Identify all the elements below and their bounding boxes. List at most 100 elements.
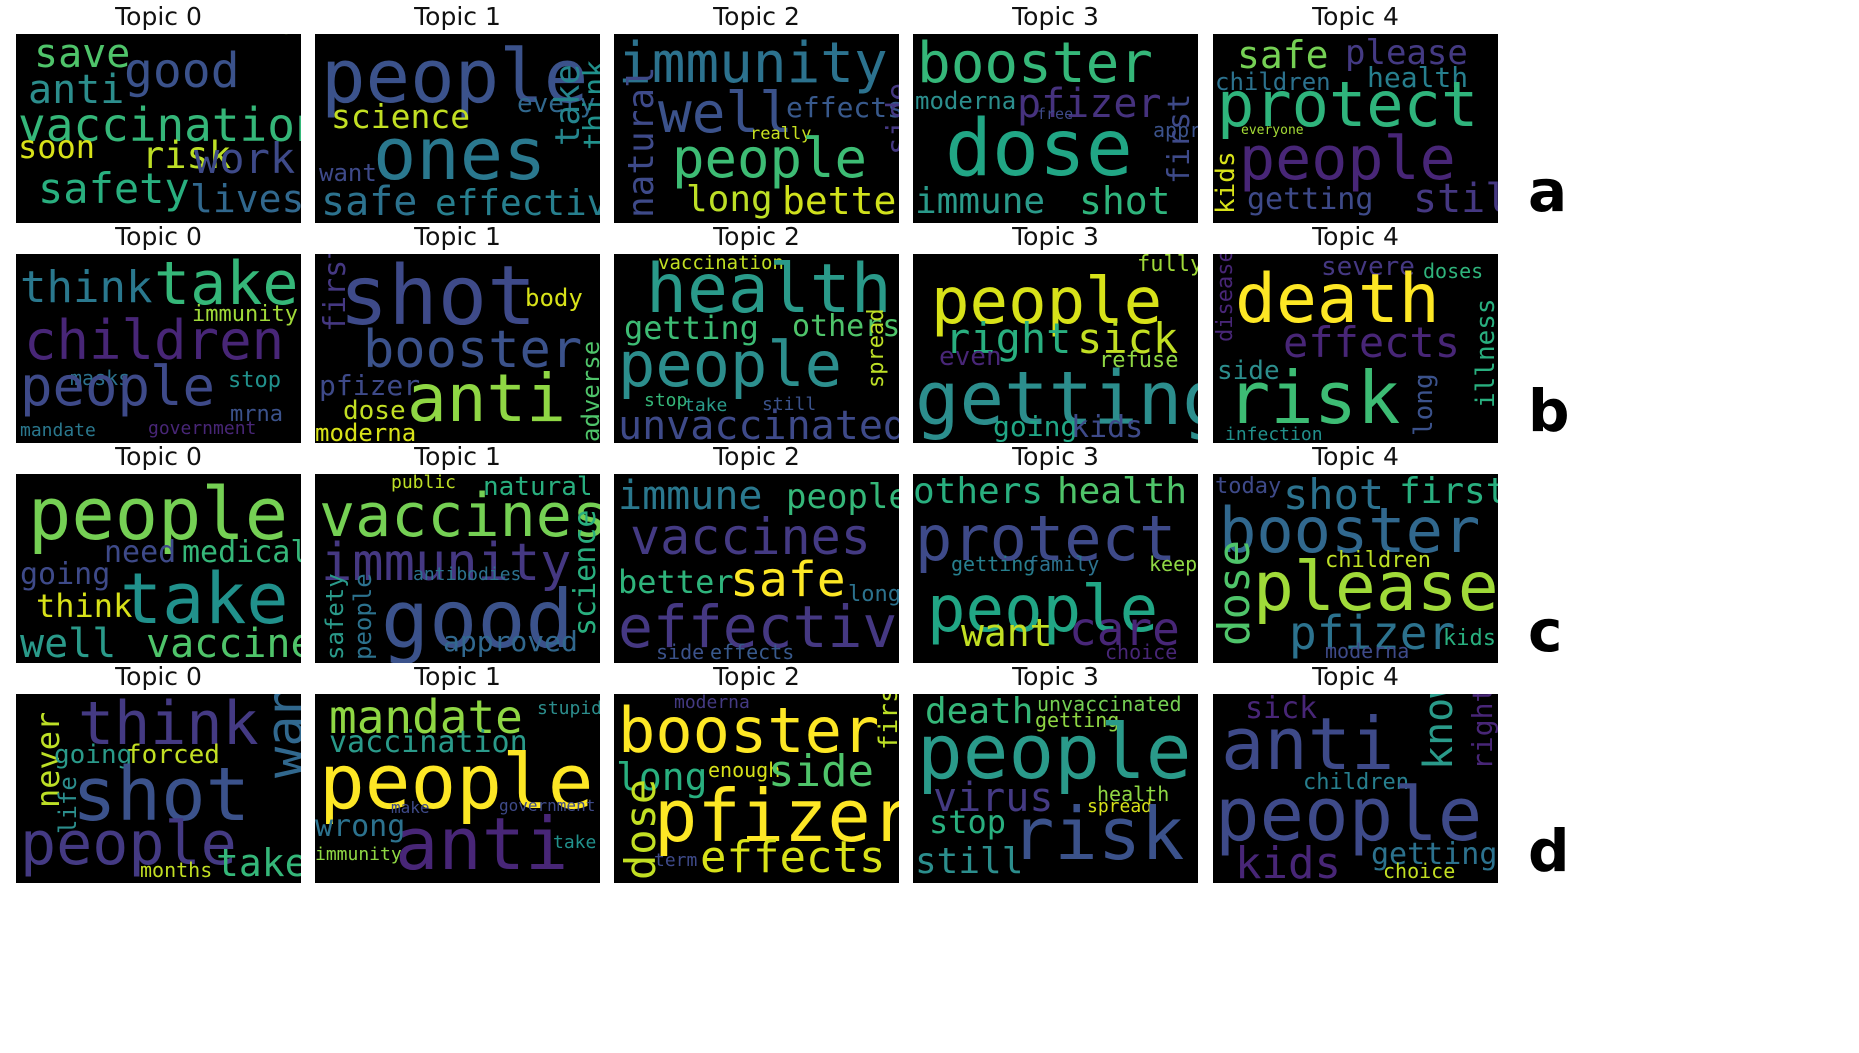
cloud-word: kids (1213, 151, 1241, 214)
cloud-word: shot (1079, 179, 1171, 223)
cloud-word: soon (18, 128, 96, 166)
cloud-word: natural (621, 66, 662, 218)
cloud-word: antibodies (413, 564, 522, 585)
word-cloud: people need medical going take think well vacci… (16, 474, 301, 663)
cloud-word: still (915, 841, 1024, 882)
cloud-word: term (654, 850, 698, 871)
cloud-word: want (961, 611, 1053, 655)
word-cloud: others health protect getting family keep peop… (913, 474, 1198, 663)
word-cloud: mandate stupid vaccination people make govern… (315, 694, 600, 883)
cloud-word: getting (1035, 708, 1120, 732)
cloud-word: wrong (315, 809, 406, 844)
cloud-word: immunity (618, 34, 888, 96)
cloud-word: protect (915, 502, 1177, 575)
cloud-word: people (28, 474, 289, 556)
cloud-word: choice (1383, 859, 1456, 883)
cloud-word: unvaccinated (1037, 694, 1182, 716)
cloud-word: save (34, 34, 131, 77)
cloud-word: pfizer (319, 369, 421, 402)
row-label: b (1528, 377, 1570, 445)
cloud-word: sick (1245, 694, 1318, 726)
cloud-word: still (762, 394, 817, 415)
cloud-word: risk (1227, 356, 1401, 440)
cloud-word: work (194, 134, 296, 183)
cloud-word: right (1466, 694, 1498, 770)
cloud-word: health (1097, 782, 1170, 806)
cloud-word: shot (72, 752, 251, 838)
row-label: d (1528, 817, 1570, 885)
cloud-word: shot (1283, 474, 1385, 519)
cloud-word: think (78, 694, 259, 759)
cloud-word: body (525, 284, 583, 312)
cloud-word: think (36, 587, 133, 625)
cloud-word: government (148, 418, 257, 439)
cloud-word: others (792, 309, 899, 344)
cloud-word: free (1037, 105, 1074, 123)
cloud-word: effective (618, 593, 899, 661)
cloud-word: pfizer (654, 774, 899, 858)
word-cloud: immune people vaccines better safe long effect… (614, 474, 899, 663)
cloud-word: everyone (1241, 123, 1304, 138)
cloud-word: even (939, 342, 1002, 372)
cloud-word: people (349, 573, 377, 660)
cloud-word: moderna (674, 694, 750, 713)
word-cloud-panel: Topic 1 first shot body booster adverse pfizer… (315, 220, 600, 446)
cloud-word: anti (395, 802, 569, 883)
cloud-word: please (1345, 34, 1468, 73)
topic-title: Topic 0 (115, 442, 202, 471)
word-cloud: today shot first booster children dose please p… (1213, 474, 1498, 663)
cloud-word: people (917, 707, 1192, 796)
word-cloud-panel: Topic 2 immune people vaccines better safe lon… (614, 440, 899, 666)
cloud-word: vaccines (630, 508, 871, 566)
cloud-word: getting (1247, 182, 1374, 217)
cloud-word: spread (864, 308, 889, 388)
cloud-word: health (646, 254, 892, 329)
cloud-word: illness (1471, 298, 1498, 408)
cloud-word: getting (1371, 837, 1498, 872)
cloud-word: forced (126, 740, 220, 770)
cloud-word: well (20, 621, 117, 663)
cloud-word: anti (1221, 702, 1395, 786)
cloud-word: long (1409, 373, 1439, 436)
row-label: a (1528, 157, 1568, 225)
cloud-word: take (216, 841, 301, 883)
cloud-word: stupid (537, 698, 600, 719)
cloud-word: booster (1219, 494, 1481, 567)
word-cloud-panel: Topic 3 fully people right sick even refuse get… (913, 220, 1198, 446)
cloud-word: choice (1105, 640, 1178, 663)
topic-title: Topic 0 (115, 2, 202, 31)
cloud-word: people (927, 573, 1159, 647)
cloud-word: anti (407, 360, 566, 437)
cloud-word: infection (1225, 424, 1323, 444)
cloud-word: immune (618, 474, 763, 519)
cloud-word: good (381, 573, 574, 663)
cloud-word: virus (933, 775, 1054, 821)
cloud-word: kids (1235, 838, 1341, 884)
cloud-word: kids (1071, 410, 1144, 443)
cloud-word: long (686, 179, 773, 220)
cloud-word: going (54, 740, 133, 770)
word-cloud: fully people right sick even refuse getting goi… (913, 254, 1198, 443)
cloud-word: better (618, 563, 734, 601)
cloud-word: health (1057, 474, 1188, 512)
cloud-word: approved (443, 625, 578, 658)
cloud-word: government (499, 796, 596, 815)
word-cloud-panel: Topic 0 thinkwantnevergoingforcedlifeshot… (16, 660, 301, 886)
word-cloud: modernaboosterfirstlongenoughsidedosepfi… (614, 694, 899, 883)
cloud-word: disease (1213, 254, 1238, 342)
cloud-word: science (568, 509, 600, 636)
cloud-word: people (931, 265, 1163, 339)
cloud-word: enough (708, 758, 781, 782)
cloud-word: lives (190, 177, 301, 221)
cloud-word: side (881, 82, 899, 155)
cloud-word: fully (1137, 254, 1198, 277)
cloud-word: dose (343, 396, 406, 426)
cloud-word: mandate (20, 420, 96, 441)
cloud-word: dose (1213, 540, 1260, 646)
cloud-word: booster (917, 34, 1154, 96)
cloud-word: health (1367, 61, 1469, 94)
cloud-word: safety (321, 573, 349, 660)
cloud-word: kids (1443, 626, 1496, 651)
